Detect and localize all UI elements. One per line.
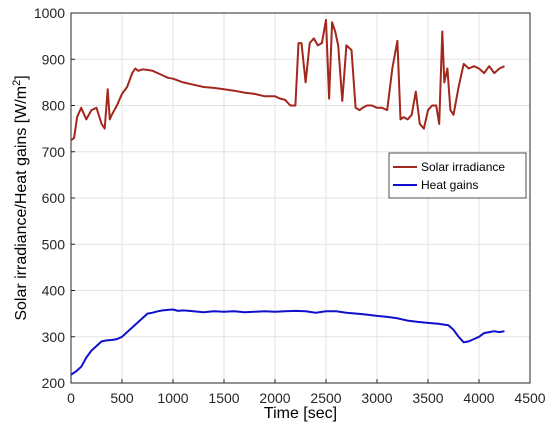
y-axis-label-superscript: 2: [11, 80, 23, 86]
legend-label-solar-irradiance: Solar irradiance: [421, 160, 505, 174]
legend-box: [388, 152, 527, 199]
x-axis-label: Time [sec]: [264, 405, 337, 422]
y-tick-label: 700: [42, 144, 66, 160]
x-tick-label: 0: [67, 390, 75, 406]
series-line-heat-gains: [70, 308, 505, 376]
series-layer: [70, 18, 505, 376]
y-tick-label: 200: [42, 375, 66, 391]
x-tick-label: 3000: [361, 390, 392, 406]
x-tick-label: 4500: [514, 390, 545, 406]
y-axis-label-suffix: ]: [13, 75, 30, 79]
legend-label-heat-gains: Heat gains: [421, 178, 478, 192]
x-tick-label: 500: [110, 390, 134, 406]
x-tick-label: 3500: [412, 390, 443, 406]
x-tick-label: 2500: [310, 390, 341, 406]
x-axis-ticks: 0 500 1000 1500 2000 2500 3000 3500 4000 4500: [67, 379, 546, 406]
series-line-solar-irradiance: [70, 18, 505, 142]
y-tick-label: 300: [42, 329, 66, 345]
y-tick-label: 900: [42, 51, 66, 67]
y-axis-label: Solar irradiance/Heat gains [W/m2]: [11, 75, 30, 320]
y-tick-label: 400: [42, 283, 66, 299]
x-tick-label: 1000: [157, 390, 188, 406]
y-tick-label: 500: [42, 236, 66, 252]
y-axis-label-main: Solar irradiance/Heat gains [W/m: [13, 86, 30, 321]
legend: Solar irradiance Heat gains: [388, 152, 527, 199]
x-tick-label: 4000: [463, 390, 494, 406]
y-tick-label: 600: [42, 190, 66, 206]
x-tick-label: 1500: [208, 390, 239, 406]
y-tick-label: 1000: [34, 5, 65, 21]
x-tick-label: 2000: [259, 390, 290, 406]
y-tick-label: 800: [42, 98, 66, 114]
y-axis-ticks: 200 300 400 500 600 700 800 900 1000: [34, 5, 75, 391]
